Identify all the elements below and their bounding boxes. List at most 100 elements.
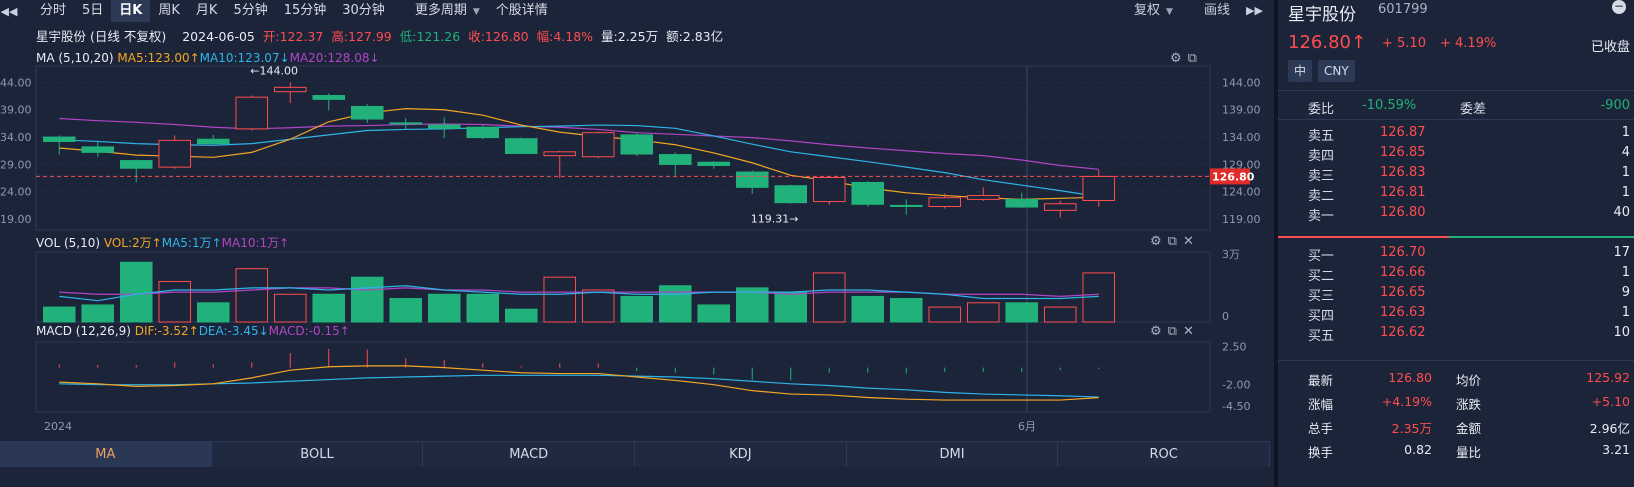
- order-row[interactable]: 卖一 126.80 40: [1278, 205, 1634, 225]
- volume-bar: [966, 302, 1000, 323]
- currency-badge[interactable]: CNY: [1318, 60, 1355, 82]
- candle-body: [119, 160, 153, 169]
- kline-chart[interactable]: 44.00 144.00 39.00 139.00 34.00 134.00 29.00 12…: [0, 0, 1270, 441]
- candle-body: [928, 197, 962, 207]
- order-level: 卖三: [1308, 169, 1335, 184]
- volume-bar: [81, 304, 115, 323]
- order-level: 卖一: [1308, 209, 1335, 224]
- vol-tick: 3万: [1222, 248, 1240, 261]
- rights-dropdown[interactable]: 复权 ▼: [1134, 0, 1173, 22]
- order-level: 买四: [1308, 309, 1335, 324]
- order-row[interactable]: 卖五 126.87 1: [1278, 125, 1634, 145]
- order-row[interactable]: 卖三 126.83 1: [1278, 165, 1634, 185]
- order-row[interactable]: 卖二 126.81 1: [1278, 185, 1634, 205]
- candle-body: [735, 171, 769, 188]
- settings-icon[interactable]: ⚙: [1150, 234, 1168, 249]
- minus-icon[interactable]: −: [1612, 0, 1626, 14]
- dea-line: [59, 374, 1099, 398]
- period-tab-8[interactable]: 更多周期 ▼: [414, 3, 480, 18]
- indicator-tab-dmi[interactable]: DMI: [847, 442, 1059, 467]
- candle-body: [851, 181, 885, 205]
- info-volume: 量:2.25万: [601, 29, 659, 44]
- order-volume: 10: [1613, 325, 1630, 340]
- prev-arrow-icon[interactable]: ◀◀: [0, 4, 18, 18]
- y-tick-right: 129.00: [1222, 158, 1261, 171]
- order-row[interactable]: 买四 126.63 1: [1278, 305, 1634, 325]
- order-price: 126.81: [1380, 185, 1426, 200]
- order-price: 126.70: [1380, 245, 1426, 260]
- settings-icon[interactable]: ⚙: [1170, 51, 1188, 66]
- period-tab-1[interactable]: 5日: [82, 3, 104, 18]
- macd-legend: MACD (12,26,9) DIF:-3.52↑DEA:-3.45↓MACD:…: [36, 324, 350, 338]
- order-row[interactable]: 卖四 126.85 4: [1278, 145, 1634, 165]
- period-tab-6[interactable]: 15分钟: [283, 3, 327, 18]
- level-badge[interactable]: 中: [1288, 60, 1313, 82]
- window-icon[interactable]: ⧉: [1187, 51, 1203, 66]
- order-price: 126.83: [1380, 165, 1426, 180]
- window-icon[interactable]: ⧉: [1167, 324, 1183, 339]
- order-volume: 17: [1613, 245, 1630, 260]
- draw-line-button[interactable]: 画线: [1204, 0, 1230, 22]
- volume-bar: [235, 268, 269, 323]
- close-icon[interactable]: ✕: [1182, 324, 1200, 339]
- order-volume: 4: [1621, 145, 1630, 160]
- x-label: 6月: [1018, 420, 1036, 433]
- info-open: 开:122.37: [262, 29, 324, 44]
- volume-bar: [697, 304, 731, 323]
- indicator-tab-ma[interactable]: MA: [0, 442, 212, 467]
- close-icon[interactable]: ✕: [1182, 234, 1200, 249]
- period-tab-7[interactable]: 30分钟: [342, 3, 385, 18]
- volume-bar: [658, 285, 692, 323]
- info-date: 2024-06-05: [182, 29, 255, 44]
- indicator-tab-boll[interactable]: BOLL: [212, 442, 424, 467]
- volume-bar: [196, 302, 230, 323]
- indicator-tab-kdj[interactable]: KDJ: [635, 442, 847, 467]
- vol-legend: VOL (5,10) VOL:2万↑MA5:1万↑MA10:1万↑: [36, 234, 289, 251]
- volume-bar: [427, 293, 461, 323]
- period-tab-4[interactable]: 月K: [195, 3, 218, 18]
- order-row[interactable]: 买二 126.66 1: [1278, 265, 1634, 285]
- volume-bar: [851, 295, 885, 323]
- ma5-value: MA5:123.00↑: [117, 51, 200, 65]
- y-tick-right: 139.00: [1222, 104, 1261, 117]
- vol-legend-title: VOL (5,10): [36, 236, 101, 250]
- volume-bar: [350, 276, 384, 323]
- stat-label: 金额: [1456, 421, 1482, 436]
- order-level: 卖二: [1308, 189, 1335, 204]
- candle-body: [81, 146, 115, 153]
- period-tab-5[interactable]: 5分钟: [233, 3, 268, 18]
- stat-value: 2.35万: [1391, 421, 1432, 436]
- macd-panel-tools: ⚙⧉✕: [1150, 324, 1200, 339]
- x-label: 2024: [44, 420, 72, 433]
- order-level: 买一: [1308, 249, 1335, 264]
- candle-body: [235, 96, 269, 130]
- stat-value: 0.82: [1404, 442, 1432, 457]
- volume-bar: [466, 293, 500, 323]
- period-tab-9[interactable]: 个股详情: [495, 3, 548, 18]
- y-tick-right: 119.00: [1222, 213, 1261, 226]
- vol-tick: 0: [1222, 310, 1229, 323]
- order-row[interactable]: 买一 126.70 17: [1278, 245, 1634, 265]
- min-price-label: 119.31→: [751, 212, 799, 225]
- order-volume: 1: [1621, 125, 1630, 140]
- ma20-value: MA20:128.08↓: [289, 51, 380, 65]
- order-price: 126.80: [1380, 205, 1426, 220]
- indicator-tab-roc[interactable]: ROC: [1058, 442, 1271, 467]
- period-tab-2[interactable]: 日K: [111, 0, 151, 22]
- indicator-tab-macd[interactable]: MACD: [423, 442, 636, 467]
- quote-price-row: 126.80↑: [1288, 32, 1366, 53]
- chevron-down-icon: ▼: [472, 7, 480, 17]
- order-price: 126.85: [1380, 145, 1426, 160]
- weibi-value: -10.59%: [1362, 98, 1417, 113]
- candle-body: [658, 154, 692, 165]
- order-volume: 40: [1613, 205, 1630, 220]
- period-tab-3[interactable]: 周K: [158, 3, 180, 18]
- order-row[interactable]: 买三 126.65 9: [1278, 285, 1634, 305]
- order-row[interactable]: 买五 126.62 10: [1278, 325, 1634, 345]
- next-arrow-icon[interactable]: ▶▶: [1246, 4, 1263, 17]
- ma20-line: [59, 117, 1099, 170]
- period-tab-0[interactable]: 分时: [40, 3, 67, 18]
- stat-label: 均价: [1456, 373, 1482, 388]
- settings-icon[interactable]: ⚙: [1150, 324, 1168, 339]
- window-icon[interactable]: ⧉: [1167, 234, 1183, 249]
